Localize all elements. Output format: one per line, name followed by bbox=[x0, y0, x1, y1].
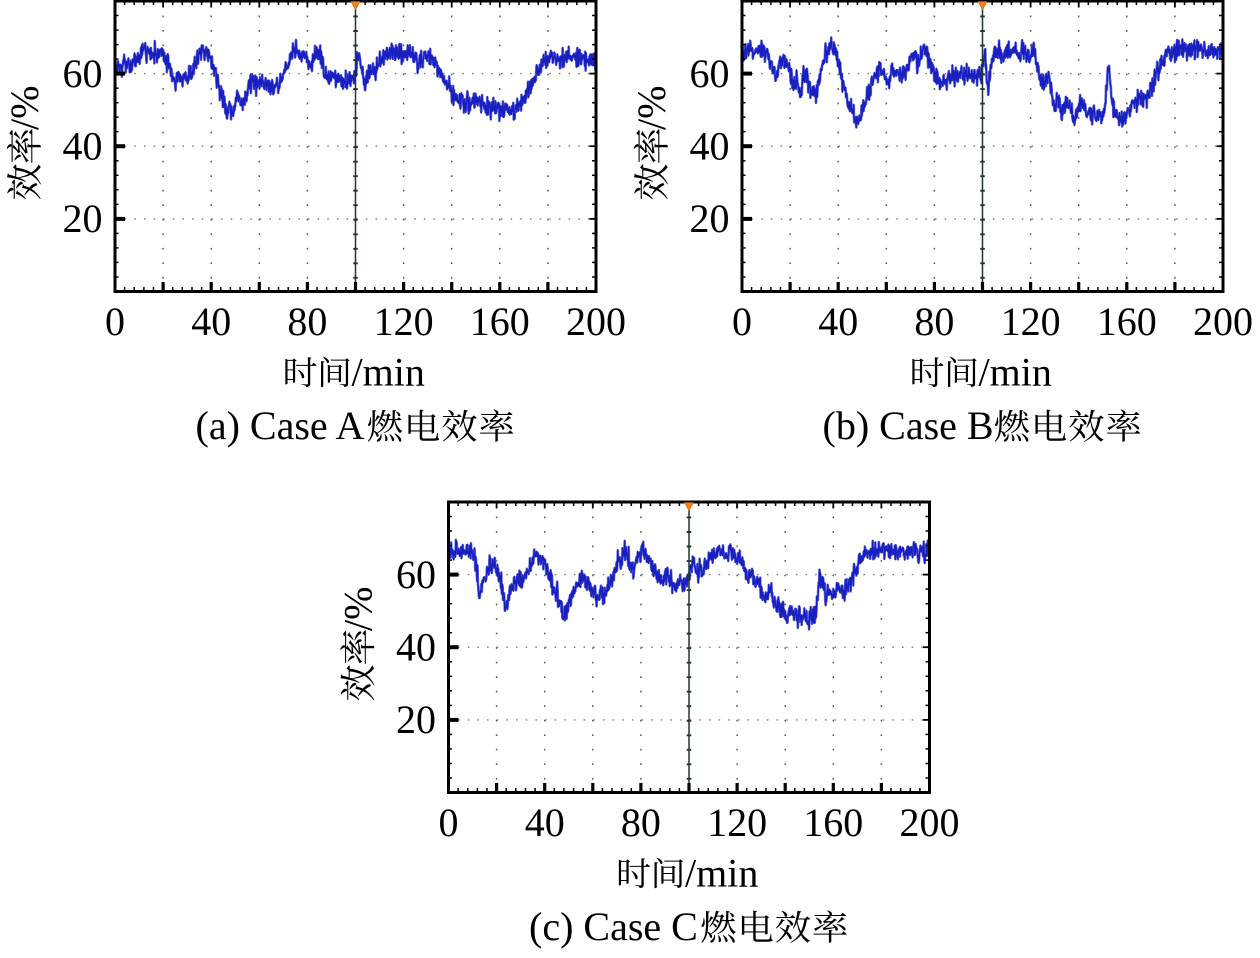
svg-text:80: 80 bbox=[287, 299, 327, 344]
svg-text:160: 160 bbox=[470, 299, 530, 344]
svg-text:40: 40 bbox=[818, 299, 858, 344]
svg-text:40: 40 bbox=[63, 123, 103, 168]
svg-text:80: 80 bbox=[621, 800, 661, 845]
svg-text:0: 0 bbox=[732, 299, 752, 344]
svg-text:/%: /% bbox=[336, 587, 381, 631]
svg-text:20: 20 bbox=[396, 697, 436, 742]
svg-text:0: 0 bbox=[439, 800, 459, 845]
svg-text:20: 20 bbox=[690, 196, 730, 241]
svg-text:80: 80 bbox=[914, 299, 954, 344]
svg-text:/%: /% bbox=[629, 86, 674, 130]
svg-text:/%: /% bbox=[2, 86, 47, 130]
svg-text:160: 160 bbox=[1097, 299, 1157, 344]
svg-text:(a) Case A: (a) Case A bbox=[196, 403, 365, 448]
svg-text:/min: /min bbox=[685, 851, 758, 896]
svg-text:20: 20 bbox=[63, 196, 103, 241]
svg-text:200: 200 bbox=[566, 299, 626, 344]
svg-text:40: 40 bbox=[690, 123, 730, 168]
svg-text:120: 120 bbox=[1001, 299, 1061, 344]
svg-text:60: 60 bbox=[396, 552, 436, 597]
svg-text:200: 200 bbox=[1193, 299, 1253, 344]
svg-text:(c) Case C: (c) Case C bbox=[529, 904, 698, 949]
svg-text:120: 120 bbox=[707, 800, 767, 845]
svg-text:/min: /min bbox=[979, 350, 1052, 395]
svg-text:40: 40 bbox=[525, 800, 565, 845]
svg-text:40: 40 bbox=[396, 625, 436, 670]
svg-text:160: 160 bbox=[803, 800, 863, 845]
svg-text:0: 0 bbox=[105, 299, 125, 344]
svg-text:120: 120 bbox=[374, 299, 434, 344]
svg-text:40: 40 bbox=[191, 299, 231, 344]
svg-text:/min: /min bbox=[352, 350, 425, 395]
svg-text:200: 200 bbox=[900, 800, 960, 845]
svg-text:60: 60 bbox=[63, 51, 103, 96]
svg-text:(b) Case B: (b) Case B bbox=[823, 403, 994, 448]
svg-text:60: 60 bbox=[690, 51, 730, 96]
